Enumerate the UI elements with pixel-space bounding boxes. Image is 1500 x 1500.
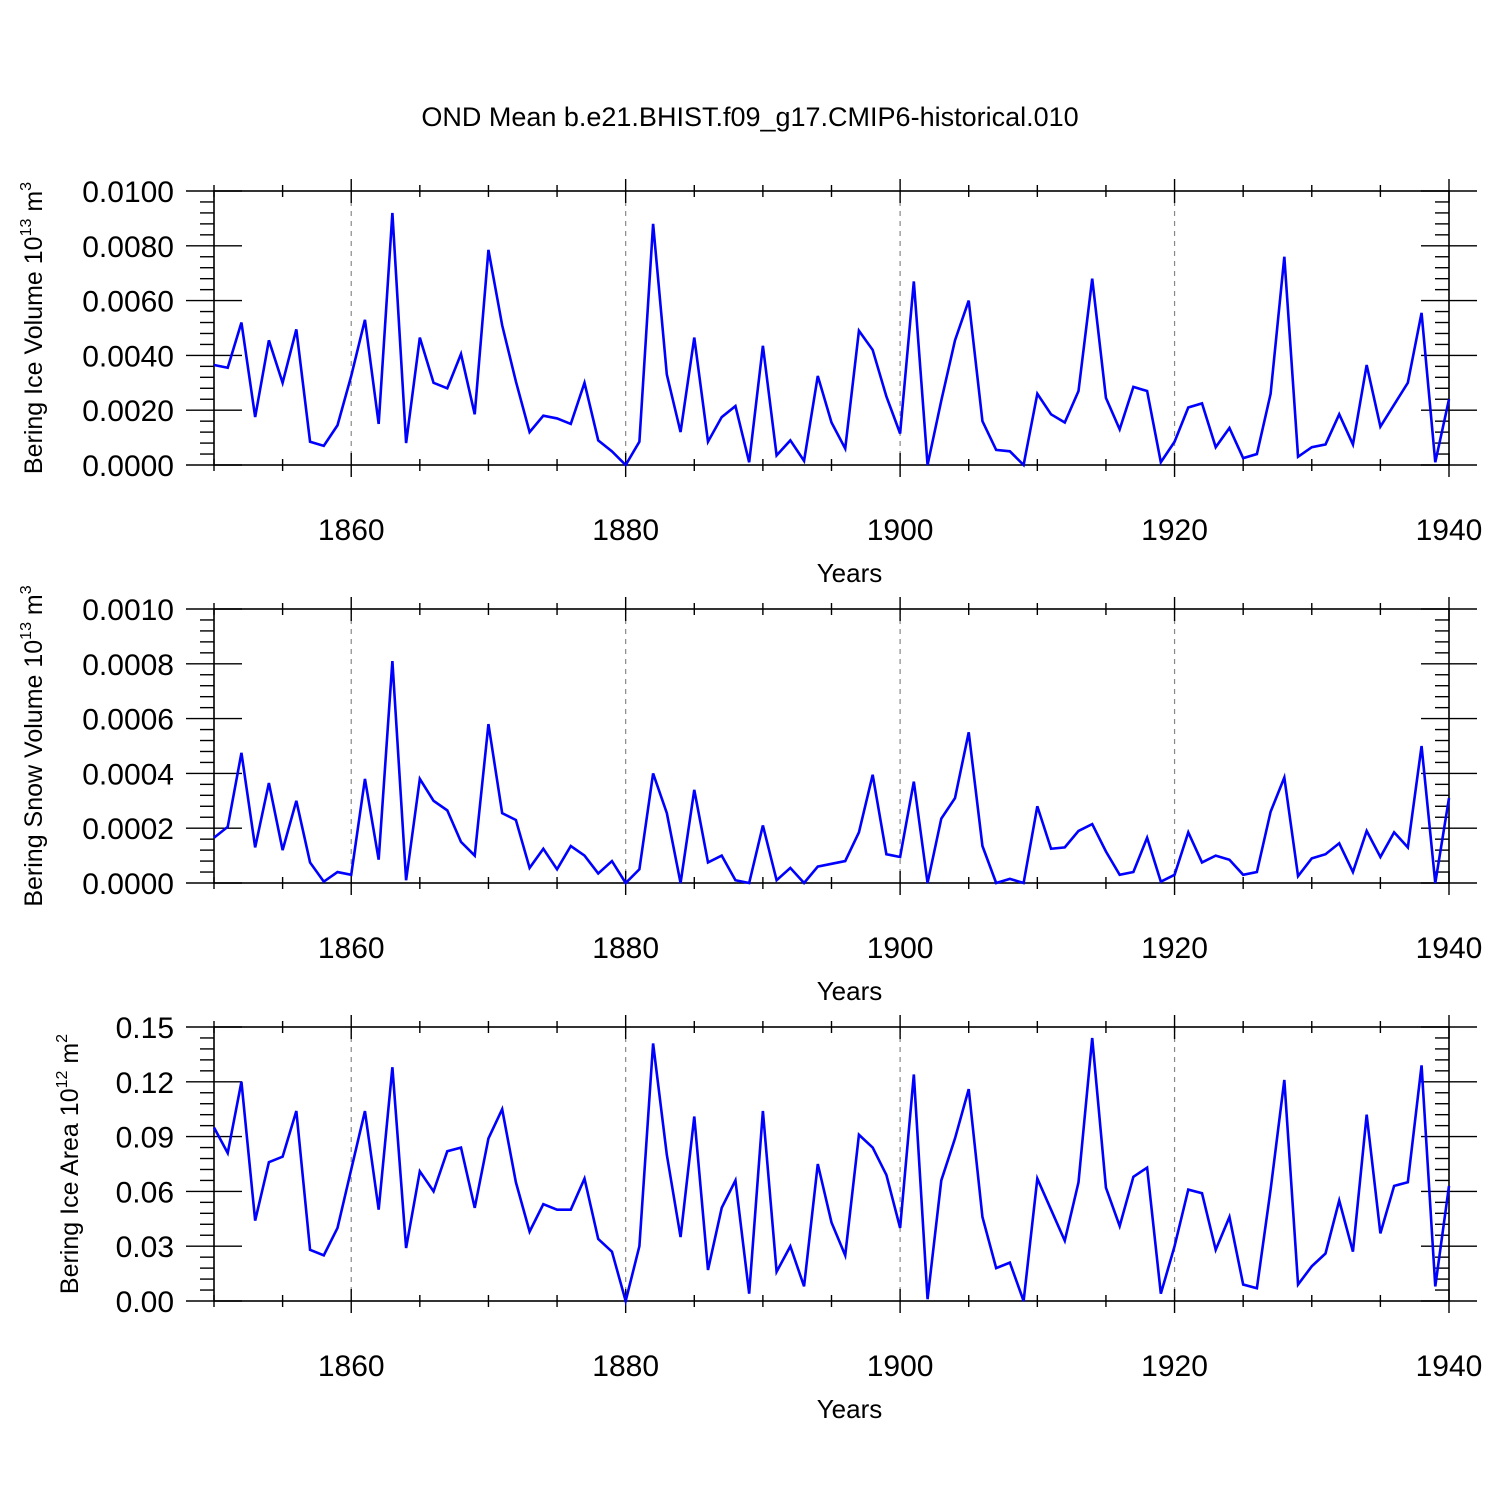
y-label-unit-exponent: 3 <box>18 585 35 594</box>
chart-panel-3: 1860 1880 1900 1920 1940 Years 0.00 0.03 0.06 0.0… <box>54 1012 1482 1424</box>
y-tick-label: 0.09 <box>116 1122 174 1155</box>
x-tick-label: 1900 <box>867 514 934 547</box>
y-tick-label: 0.0000 <box>82 450 174 483</box>
y-tick-label: 0.0060 <box>82 286 174 319</box>
chart-panel-1: 1860 1880 1900 1920 1940 Years 0.0000 0.0020 0.0… <box>18 176 1482 588</box>
x-axis-label: Years <box>817 1394 883 1424</box>
x-tick-label: 1940 <box>1416 514 1483 547</box>
y-tick-label: 0.0008 <box>82 649 174 682</box>
y-tick-label: 0.0000 <box>82 868 174 901</box>
y-label-main: Bering Snow Volume 10 <box>20 640 48 907</box>
figure-title: OND Mean b.e21.BHIST.f09_g17.CMIP6-histo… <box>421 102 1078 132</box>
x-axis-label: Years <box>817 558 883 588</box>
x-tick-label: 1880 <box>592 1350 659 1383</box>
y-tick-label: 0.03 <box>116 1231 174 1264</box>
y-axis-label: Bering Snow Volume 1013 m3 <box>18 585 48 906</box>
x-tick-label: 1860 <box>318 1350 385 1383</box>
y-label-main: Bering Ice Area 10 <box>56 1088 84 1294</box>
x-tick-label: 1940 <box>1416 1350 1483 1383</box>
x-tick-label: 1920 <box>1141 932 1208 965</box>
y-tick-label: 0.0100 <box>82 176 174 209</box>
y-label-exponent: 12 <box>54 1070 71 1088</box>
x-tick-label: 1900 <box>867 1350 934 1383</box>
x-axis-label: Years <box>817 976 883 1006</box>
y-axis-label: Bering Ice Volume 1013 m3 <box>18 182 48 474</box>
y-label-main: Bering Ice Volume 10 <box>20 236 48 474</box>
y-tick-label: 0.0002 <box>82 813 174 846</box>
y-label-unit-exponent: 3 <box>18 182 35 191</box>
y-tick-label: 0.06 <box>116 1176 174 1209</box>
x-tick-label: 1920 <box>1141 1350 1208 1383</box>
y-label-unit: m <box>56 1043 84 1071</box>
x-tick-label: 1880 <box>592 932 659 965</box>
series-line <box>212 1037 1451 1307</box>
x-tick-label: 1920 <box>1141 514 1208 547</box>
y-label-unit: m <box>20 191 48 219</box>
x-tick-label: 1860 <box>318 514 385 547</box>
x-tick-label: 1860 <box>318 932 385 965</box>
y-label-exponent: 13 <box>18 219 35 237</box>
y-tick-label: 0.15 <box>116 1012 174 1045</box>
y-label-unit: m <box>20 594 48 622</box>
y-tick-label: 0.0010 <box>82 594 174 627</box>
y-tick-label: 0.0040 <box>82 340 174 373</box>
series-line <box>213 212 1451 468</box>
y-tick-label: 0.00 <box>116 1286 174 1319</box>
x-tick-label: 1900 <box>867 932 934 965</box>
x-tick-label: 1880 <box>592 514 659 547</box>
chart-panel-2: 1860 1880 1900 1920 1940 Years 0.0000 0.0002 0.0… <box>18 585 1482 1006</box>
y-tick-label: 0.0004 <box>82 758 174 791</box>
x-tick-label: 1940 <box>1416 932 1483 965</box>
y-tick-label: 0.12 <box>116 1067 174 1100</box>
y-label-unit-exponent: 2 <box>54 1034 71 1043</box>
y-label-exponent: 13 <box>18 622 35 640</box>
y-tick-label: 0.0006 <box>82 704 174 737</box>
y-tick-label: 0.0080 <box>82 231 174 264</box>
series-line <box>213 660 1451 886</box>
y-tick-label: 0.0020 <box>82 395 174 428</box>
y-axis-label: Bering Ice Area 1012 m2 <box>54 1034 84 1294</box>
